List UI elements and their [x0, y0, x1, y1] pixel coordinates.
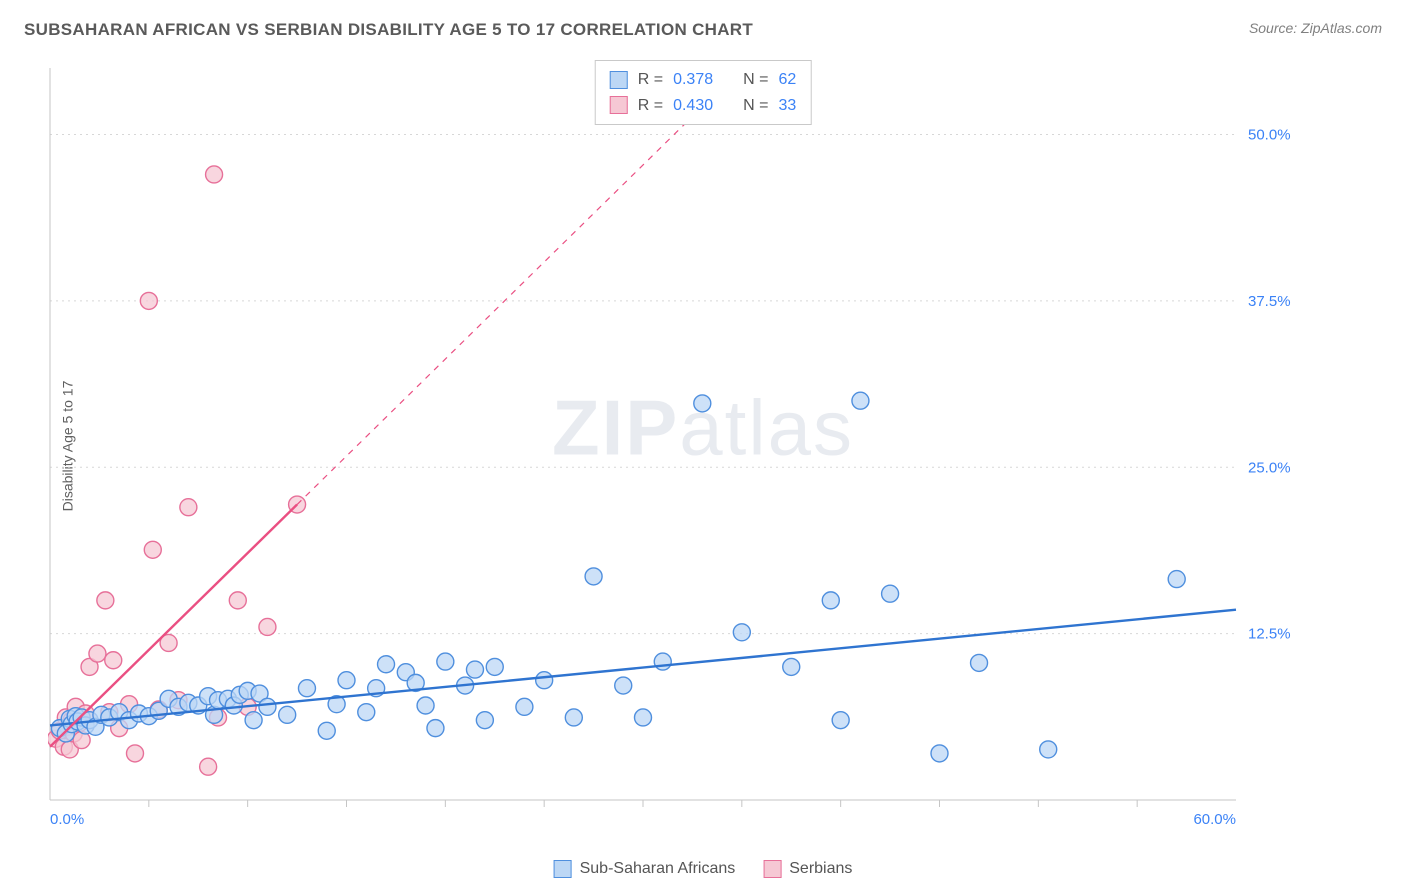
data-point [783, 658, 800, 675]
x-max-label: 60.0% [1193, 811, 1236, 828]
stat-R-value: 0.378 [673, 67, 713, 93]
data-point [105, 652, 122, 669]
data-point [126, 745, 143, 762]
data-point [931, 745, 948, 762]
stat-R-label: R = [638, 93, 663, 119]
stats-row: R = 0.430 N = 33 [610, 93, 797, 119]
stat-N-value: 33 [778, 93, 796, 119]
data-point [245, 712, 262, 729]
stat-R-value: 0.430 [673, 93, 713, 119]
data-point [318, 722, 335, 739]
data-point [832, 712, 849, 729]
y-tick-label: 12.5% [1248, 626, 1291, 643]
source-attribution: Source: ZipAtlas.com [1249, 20, 1382, 36]
legend-swatch [763, 860, 781, 878]
data-point [378, 656, 395, 673]
data-point [536, 672, 553, 689]
chart-area: 12.5% 25.0% 37.5% 50.0% 0.0% 60.0% [48, 60, 1316, 832]
data-point [585, 568, 602, 585]
x-min-label: 0.0% [50, 811, 84, 828]
y-tick-label: 25.0% [1248, 459, 1291, 476]
data-point [338, 672, 355, 689]
data-point [427, 720, 444, 737]
data-point [971, 654, 988, 671]
data-point [476, 712, 493, 729]
data-point [200, 758, 217, 775]
scatter-chart: 12.5% 25.0% 37.5% 50.0% 0.0% 60.0% [48, 60, 1316, 832]
data-point [89, 645, 106, 662]
data-point [516, 698, 533, 715]
data-point [1168, 571, 1185, 588]
y-tick-label: 37.5% [1248, 293, 1291, 310]
data-point [417, 697, 434, 714]
data-point [279, 706, 296, 723]
y-tick-label: 50.0% [1248, 127, 1291, 144]
data-point [694, 395, 711, 412]
legend-swatch [554, 860, 572, 878]
data-point [259, 698, 276, 715]
data-point [654, 653, 671, 670]
data-point [565, 709, 582, 726]
legend-item: Sub-Saharan Africans [554, 860, 736, 878]
data-point [437, 653, 454, 670]
data-point [852, 392, 869, 409]
data-point [822, 592, 839, 609]
chart-title: SUBSAHARAN AFRICAN VS SERBIAN DISABILITY… [24, 20, 753, 40]
stat-R-label: R = [638, 67, 663, 93]
data-point [144, 541, 161, 558]
data-point [358, 704, 375, 721]
data-point [180, 499, 197, 516]
data-point [1040, 741, 1057, 758]
stat-N-value: 62 [778, 67, 796, 93]
trend-line-extrapolated [297, 68, 742, 505]
data-point [97, 592, 114, 609]
data-point [206, 166, 223, 183]
stat-N-label: N = [743, 67, 768, 93]
data-point [229, 592, 246, 609]
data-point [140, 292, 157, 309]
legend-item: Serbians [763, 860, 852, 878]
data-point [259, 618, 276, 635]
data-point [615, 677, 632, 694]
data-point [298, 680, 315, 697]
legend-label: Serbians [789, 860, 852, 878]
data-point [486, 658, 503, 675]
data-point [635, 709, 652, 726]
legend: Sub-Saharan Africans Serbians [554, 860, 853, 878]
correlation-stats-box: R = 0.378 N = 62 R = 0.430 N = 33 [595, 60, 812, 125]
stats-row: R = 0.378 N = 62 [610, 67, 797, 93]
legend-label: Sub-Saharan Africans [580, 860, 736, 878]
trend-line [50, 610, 1236, 726]
stat-N-label: N = [743, 93, 768, 119]
series-swatch [610, 96, 628, 114]
data-point [733, 624, 750, 641]
data-point [882, 585, 899, 602]
series-swatch [610, 71, 628, 89]
data-point [466, 661, 483, 678]
